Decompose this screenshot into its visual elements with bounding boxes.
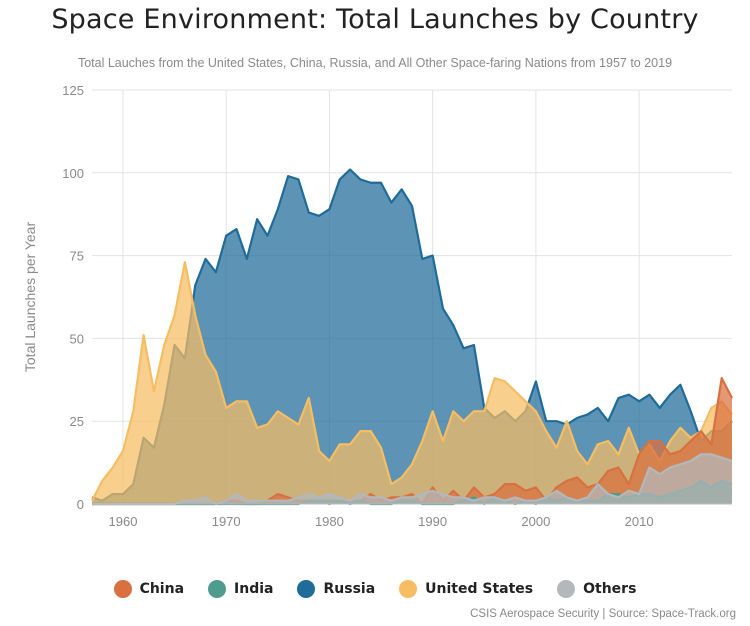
x-tick-label: 2000 xyxy=(521,514,550,529)
legend-swatch xyxy=(399,580,418,598)
legend-label: Russia xyxy=(323,581,376,597)
legend-label: Others xyxy=(583,581,637,597)
legend-label: China xyxy=(139,581,185,597)
area-others xyxy=(92,454,732,504)
line-russia xyxy=(91,168,733,502)
legend-item-russia: Russia xyxy=(297,580,375,598)
legend-swatch xyxy=(557,580,576,598)
chart-subtitle: Total Lauches from the United States, Ch… xyxy=(77,56,673,70)
x-tick-label: 1970 xyxy=(212,514,241,529)
x-tick-label: 1990 xyxy=(418,514,447,529)
legend-swatch xyxy=(208,580,227,598)
y-tick-label: 75 xyxy=(70,249,84,264)
legend-item-others: Others xyxy=(557,580,636,598)
y-axis-label: Total Launches per Year xyxy=(22,222,38,373)
source-credit: CSIS Aerospace Security | Source: Space-… xyxy=(470,608,736,620)
area-chart: 0 25 50 75 100 125 1960 1970 1980 1990 2000 2010 To… xyxy=(22,83,733,529)
legend-item-united-states: United States xyxy=(399,580,533,598)
series-areas xyxy=(91,168,733,506)
y-tick-label: 25 xyxy=(70,414,84,429)
y-tick-label: 50 xyxy=(70,331,84,346)
legend: China India Russia United States Others xyxy=(0,580,750,598)
line-united-states xyxy=(91,261,733,502)
area-united-states xyxy=(92,262,732,504)
legend-label: India xyxy=(234,581,274,597)
legend-swatch xyxy=(297,580,316,598)
y-tick-label: 0 xyxy=(77,497,84,512)
chart-title: Space Environment: Total Launches by Cou… xyxy=(51,4,699,35)
x-tick-label: 2010 xyxy=(625,514,654,529)
x-tick-label: 1980 xyxy=(315,514,344,529)
y-tick-label: 125 xyxy=(62,83,84,98)
y-tick-label: 100 xyxy=(62,166,84,181)
legend-label: United States xyxy=(425,581,534,597)
axes: 0 25 50 75 100 125 1960 1970 1980 1990 2000 2010 xyxy=(62,83,732,529)
legend-item-india: India xyxy=(208,580,273,598)
legend-swatch xyxy=(113,580,132,598)
line-others xyxy=(92,453,733,506)
x-tick-label: 1960 xyxy=(109,514,138,529)
legend-item-china: China xyxy=(113,580,185,598)
